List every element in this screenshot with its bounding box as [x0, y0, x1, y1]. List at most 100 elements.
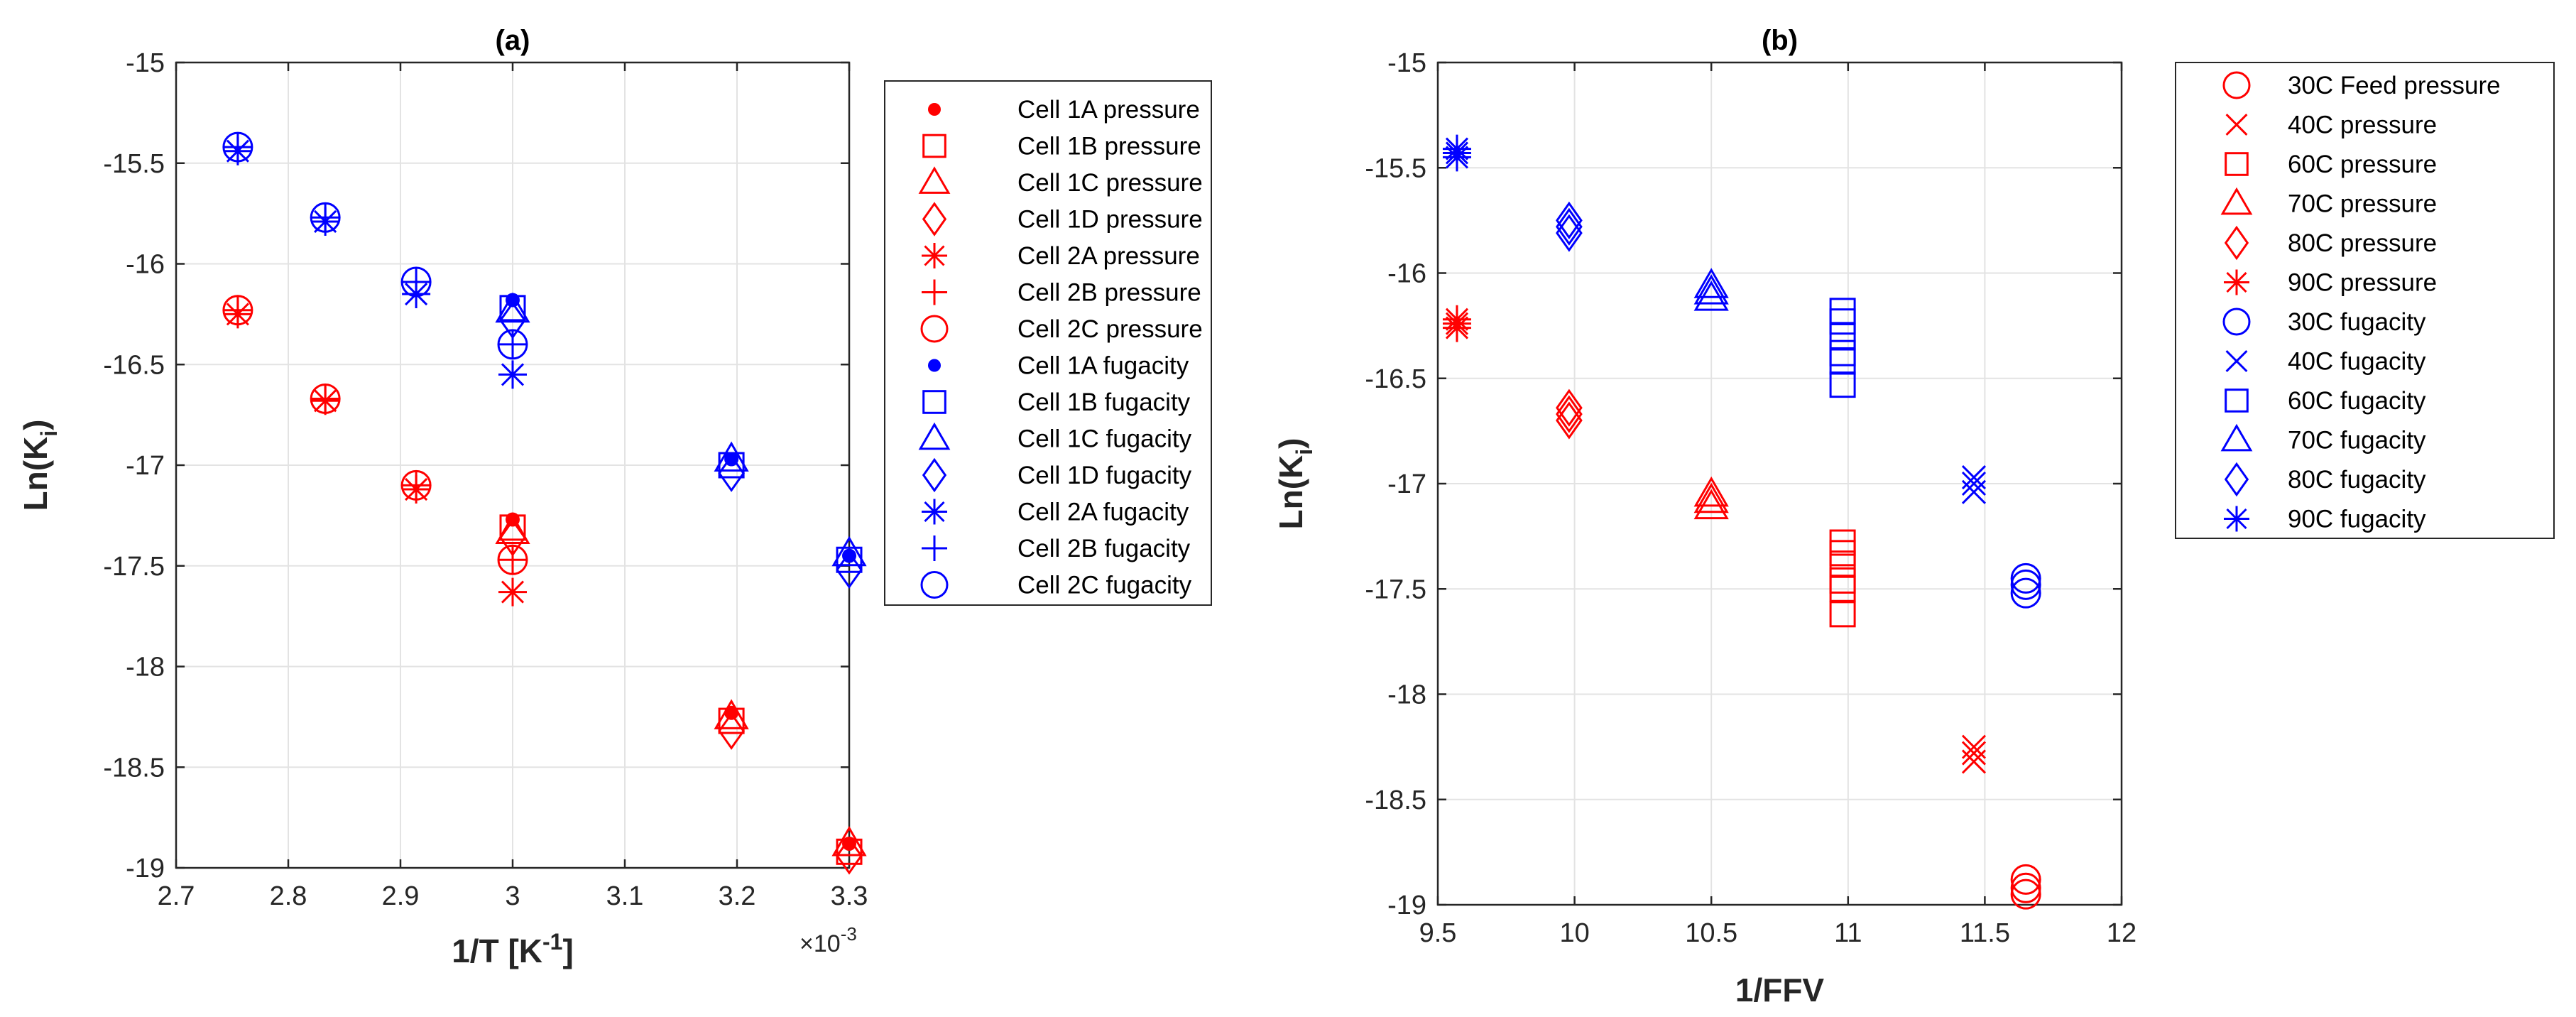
legend-marker-cell-1a-fugacity: [928, 359, 941, 372]
legend-marker-cell-2a-pressure: [922, 243, 947, 268]
panel-b-y-axis-label: Ln(Ki): [1272, 438, 1317, 530]
legend-label: Cell 1A fugacity: [1017, 352, 1189, 380]
data-point-cell-2c-fugacity: [222, 131, 253, 163]
y-tick-label: -17.5: [1365, 575, 1426, 604]
data-point-cell-2c-pressure: [310, 383, 341, 414]
data-point-cell-1c-pressure: [495, 513, 530, 545]
data-point-80c-pressure: [1556, 388, 1583, 427]
data-point-60c-pressure: [1829, 601, 1856, 628]
data-point-80c-pressure: [1556, 401, 1583, 440]
data-point-cell-2b-pressure: [402, 471, 431, 500]
legend-marker-cell-1d-fugacity: [922, 457, 947, 493]
data-point-30c-fugacity: [2010, 569, 2041, 600]
legend-marker-70c-fugacity: [2220, 423, 2253, 452]
data-point-cell-2b-pressure: [498, 545, 527, 575]
y-tick-label: -18.5: [103, 753, 165, 783]
legend-marker-cell-1a-pressure: [928, 103, 941, 116]
legend-label: Cell 2C pressure: [1017, 315, 1203, 343]
x-tick-label: 10.5: [1685, 918, 1737, 948]
x-tick-label: 3.2: [719, 881, 756, 911]
panel-b-data-points: [1442, 134, 2041, 910]
data-point-70c-pressure: [1693, 476, 1729, 507]
legend-label: 90C fugacity: [2288, 506, 2426, 533]
data-point-cell-2c-fugacity: [497, 329, 528, 360]
legend-marker-40c-pressure: [2225, 114, 2248, 136]
data-point-60c-fugacity: [1829, 371, 1856, 398]
data-point-30c-feed-pressure: [2010, 879, 2041, 910]
legend-marker-80c-pressure: [2224, 225, 2249, 261]
legend-label: Cell 1A pressure: [1017, 96, 1200, 124]
data-point-90c-fugacity: [1442, 143, 1471, 172]
data-point-40c-fugacity: [1961, 479, 1987, 504]
legend-label: 60C pressure: [2288, 151, 2437, 178]
data-point-cell-1c-fugacity: [831, 535, 867, 567]
legend-marker-90c-pressure: [2224, 269, 2249, 295]
legend-label: Cell 2A pressure: [1017, 242, 1200, 270]
data-point-cell-2c-pressure: [497, 544, 528, 575]
x-tick-label: 2.7: [158, 881, 195, 911]
data-point-cell-2c-fugacity: [400, 266, 432, 298]
y-tick-label: -15: [1387, 48, 1426, 78]
legend-marker-90c-fugacity: [2224, 506, 2249, 532]
y-tick-label: -16.5: [1365, 364, 1426, 394]
data-point-70c-pressure: [1693, 489, 1729, 520]
y-tick-label: -18: [1387, 680, 1426, 710]
data-point-cell-2b-pressure: [223, 295, 252, 325]
legend-label: 90C pressure: [2288, 269, 2437, 297]
data-point-70c-pressure: [1693, 482, 1729, 513]
data-point-cell-2c-fugacity: [310, 202, 341, 233]
legend-marker-60c-pressure: [2225, 152, 2249, 176]
data-point-cell-1c-fugacity: [714, 441, 749, 472]
data-point-cell-2b-fugacity: [498, 330, 527, 359]
data-point-90c-pressure: [1442, 313, 1471, 342]
y-tick-label: -15.5: [1365, 153, 1426, 183]
legend-marker-cell-2c-pressure: [920, 315, 949, 343]
data-point-cell-1d-pressure: [836, 837, 863, 875]
data-point-cell-2b-pressure: [311, 384, 340, 413]
legend-label: Cell 1D pressure: [1017, 206, 1203, 234]
panel-a: 2.7 2.8 2.9 3 3.1 3.2 3.3 -15 -15.5 -16 -16.5 -17 -1…: [17, 25, 1212, 969]
panel-a-y-axis-label: Ln(Ki): [17, 420, 62, 511]
legend-label: Cell 1B fugacity: [1017, 388, 1191, 416]
legend-marker-cell-1c-fugacity: [918, 422, 951, 450]
x-tick-label: 3: [505, 881, 520, 911]
x-tick-label: 11.5: [1960, 918, 2010, 948]
y-tick-label: -18.5: [1365, 785, 1426, 815]
legend-marker-30c-fugacity: [2222, 308, 2251, 336]
legend-marker-cell-2b-pressure: [922, 279, 947, 305]
panel-a-x-exponent: ×10-3: [799, 923, 857, 957]
legend-label: Cell 1C pressure: [1017, 169, 1203, 197]
data-point-70c-fugacity: [1693, 274, 1729, 305]
data-point-cell-1d-fugacity: [718, 454, 745, 492]
legend-marker-60c-fugacity: [2225, 388, 2249, 413]
x-tick-label: 9.5: [1419, 918, 1457, 948]
legend-marker-30c-feed-pressure: [2222, 71, 2251, 99]
data-point-30c-feed-pressure: [2010, 864, 2041, 895]
legend-marker-cell-2a-fugacity: [922, 499, 947, 525]
y-tick-label: -18: [126, 653, 165, 682]
panel-a-x-axis-label: 1/T [K-1]: [452, 929, 574, 969]
data-point-cell-1c-fugacity: [495, 292, 530, 323]
x-tick-label: 12: [2107, 918, 2136, 948]
data-point-cell-2b-fugacity: [223, 133, 252, 162]
x-tick-label: 2.9: [382, 881, 420, 911]
legend-marker-cell-1b-fugacity: [922, 390, 946, 414]
data-point-60c-pressure: [1829, 575, 1856, 602]
panel-b: 9.5 10 10.5 11 11.5 12 -15 -15.5 -16 -16.5 -17 -17.…: [1272, 25, 2555, 1008]
legend-box: [2175, 62, 2555, 539]
data-point-cell-1c-pressure: [831, 825, 867, 856]
data-point-30c-fugacity: [2010, 562, 2041, 594]
data-point-30c-feed-pressure: [2010, 872, 2041, 903]
data-point-cell-2b-fugacity: [402, 268, 431, 297]
y-tick-label: -19: [1387, 891, 1426, 920]
data-point-cell-1d-fugacity: [836, 550, 863, 589]
legend-label: 40C pressure: [2288, 112, 2437, 139]
y-tick-label: -16: [126, 250, 165, 280]
panel-a-data-points: [222, 131, 867, 875]
y-tick-label: -15.5: [103, 149, 165, 179]
data-point-80c-fugacity: [1556, 201, 1583, 239]
legend-marker-cell-2b-fugacity: [922, 535, 947, 561]
legend-label: 70C fugacity: [2288, 427, 2426, 455]
y-tick-label: -17: [1387, 469, 1426, 499]
